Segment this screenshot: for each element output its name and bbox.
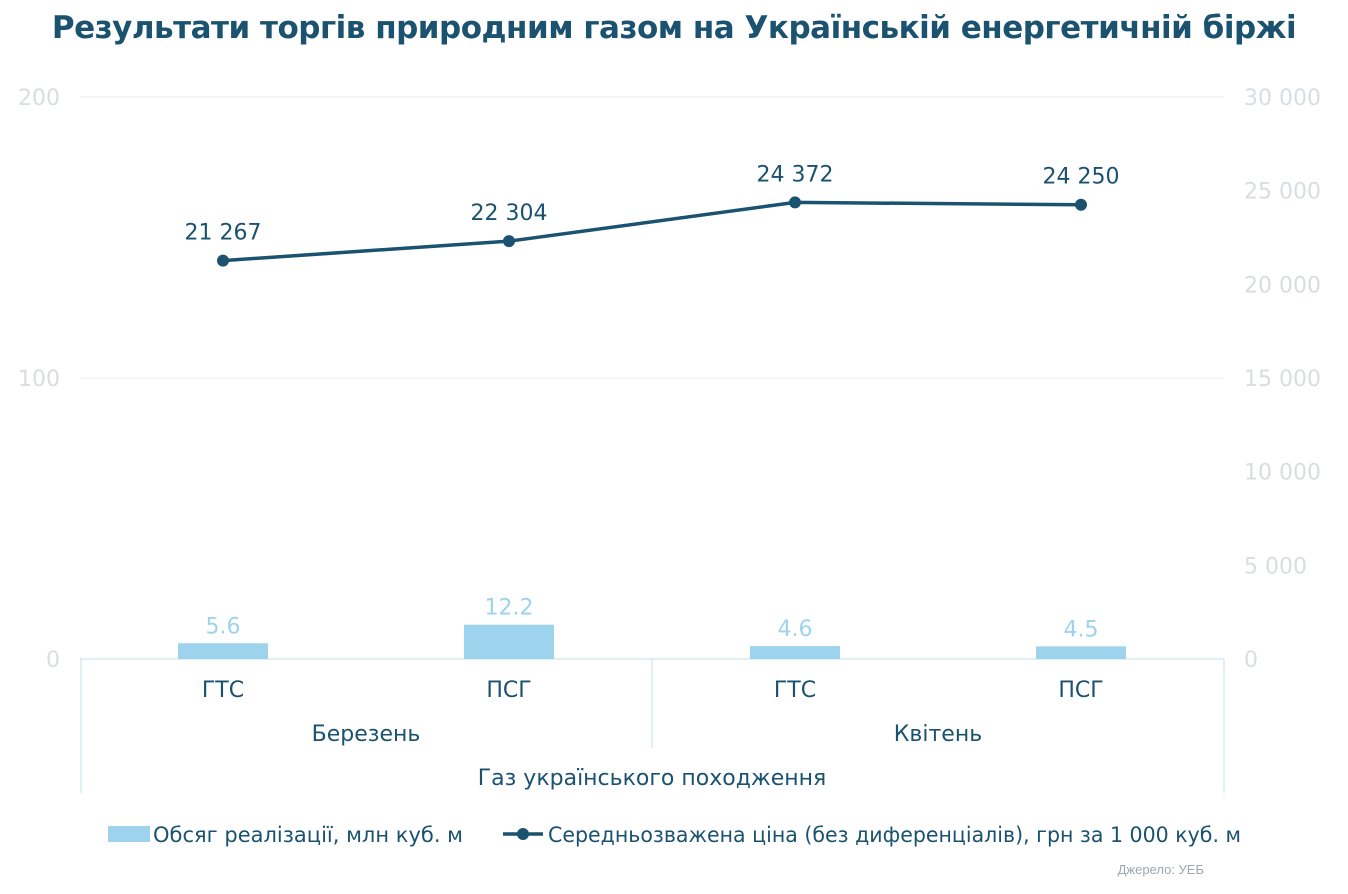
group-label: Березень xyxy=(312,722,421,747)
right-axis-tick-label: 5 000 xyxy=(1244,554,1307,579)
right-axis-tick-label: 10 000 xyxy=(1244,461,1321,486)
price-point xyxy=(503,235,515,248)
line-data-label: 24 372 xyxy=(757,162,834,187)
bar-data-label: 12.2 xyxy=(485,596,534,621)
legend-line-label: Середньозважена ціна (без диференціалів)… xyxy=(548,823,1241,847)
left-axis-tick-label: 100 xyxy=(18,367,60,392)
group-label: Квітень xyxy=(894,722,982,747)
category-label: ПСГ xyxy=(486,678,531,703)
bar xyxy=(464,624,554,659)
line-data-label: 21 267 xyxy=(185,221,262,246)
bar-data-label: 4.5 xyxy=(1064,617,1099,642)
right-axis-tick-label: 20 000 xyxy=(1244,273,1321,298)
supergroup-label: Газ українського походження xyxy=(478,766,827,791)
bar xyxy=(178,643,268,659)
category-label: ГТС xyxy=(774,678,816,703)
legend-bar-swatch xyxy=(108,826,150,842)
left-axis-tick-label: 200 xyxy=(18,86,60,111)
source-note: Джерело: УЕБ xyxy=(1117,862,1204,877)
bar xyxy=(1036,646,1126,659)
right-axis-tick-label: 25 000 xyxy=(1244,180,1321,205)
right-axis-tick-label: 30 000 xyxy=(1244,86,1321,111)
line-data-label: 24 250 xyxy=(1043,165,1120,190)
legend-bar-label: Обсяг реалізації, млн куб. м xyxy=(153,823,463,847)
chart-title: Результати торгів природним газом на Укр… xyxy=(51,10,1297,46)
price-point xyxy=(217,254,229,267)
bar xyxy=(750,646,840,659)
line-data-label: 22 304 xyxy=(471,201,548,226)
price-point xyxy=(789,196,801,209)
legend-line-marker xyxy=(517,828,529,840)
right-axis-tick-label: 0 xyxy=(1244,648,1258,673)
price-point xyxy=(1075,198,1087,211)
price-line xyxy=(222,200,1082,263)
category-label: ГТС xyxy=(202,678,244,703)
category-label: ПСГ xyxy=(1058,678,1103,703)
bar-data-label: 5.6 xyxy=(206,614,241,639)
left-axis-tick-label: 0 xyxy=(46,648,60,673)
bar-data-label: 4.6 xyxy=(778,617,813,642)
right-axis-tick-label: 15 000 xyxy=(1244,367,1321,392)
